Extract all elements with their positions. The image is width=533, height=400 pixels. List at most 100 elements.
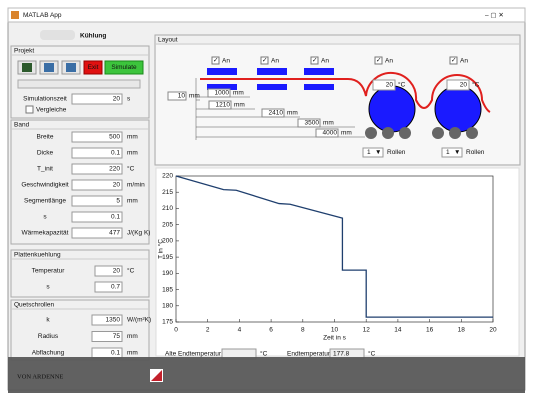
x-tick-label: 2: [206, 327, 210, 334]
cooling-plate: [207, 84, 237, 90]
input-box[interactable]: [71, 195, 123, 207]
dim-box: [261, 108, 285, 118]
input-value: 0.7: [111, 284, 120, 291]
input-box[interactable]: [71, 131, 123, 143]
input-value: 20: [460, 82, 468, 89]
field-unit: W/(m²K): [127, 317, 151, 324]
dim-box: [315, 128, 339, 138]
input-box[interactable]: [71, 93, 123, 105]
input-box[interactable]: [71, 227, 123, 239]
y-tick-label: 200: [162, 238, 173, 245]
field-label: k: [46, 317, 50, 324]
input-box[interactable]: [372, 79, 396, 91]
result-label: Endtemperatur: [287, 351, 331, 358]
checkbox-label: An: [460, 58, 468, 65]
check: ✓: [213, 57, 218, 64]
simulate-button[interactable]: [104, 60, 144, 75]
dropdown[interactable]: [362, 147, 384, 158]
checkbox[interactable]: [449, 56, 458, 65]
x-axis-label: Zeit in s: [323, 335, 347, 342]
input-box[interactable]: [446, 79, 470, 91]
y-tick-label: 205: [162, 221, 173, 228]
input-value: 500: [109, 134, 120, 141]
field-unit: °C: [472, 81, 480, 89]
dropdown-value: 1: [367, 149, 371, 156]
support-roller: [365, 127, 377, 139]
x-tick-label: 20: [489, 327, 497, 334]
check: ✓: [312, 57, 317, 64]
field-unit: m/min: [127, 182, 145, 189]
exit-label: Exit: [88, 64, 99, 71]
dim-box: [297, 118, 321, 128]
input-value: 220: [109, 166, 120, 173]
window-controls[interactable]: – ▢ ✕: [485, 12, 504, 19]
input-box[interactable]: [94, 281, 123, 293]
dim-value: 1000: [215, 90, 230, 97]
cooling-plate: [207, 68, 237, 75]
x-tick-label: 16: [426, 327, 434, 334]
input-value: 20: [386, 82, 394, 89]
input-box[interactable]: [71, 211, 123, 223]
panel: [10, 249, 150, 298]
field-unit: mm: [127, 333, 138, 340]
dim-value: 1210: [216, 102, 231, 109]
input-box[interactable]: [91, 331, 123, 342]
dropdown-value: 1: [446, 149, 450, 156]
input-value: 0.1: [111, 350, 120, 357]
checkbox[interactable]: [310, 56, 319, 65]
field-label: Radius: [38, 333, 59, 340]
support-roller: [466, 127, 478, 139]
input-value: 20: [113, 268, 121, 275]
field-unit: mm: [127, 198, 138, 205]
input-box[interactable]: [94, 265, 123, 277]
button-icon: [44, 63, 54, 72]
field-label: s: [43, 214, 47, 221]
dim-unit: mm: [287, 110, 298, 117]
roller: [434, 85, 482, 133]
field-label: T_init: [37, 166, 53, 173]
input-box[interactable]: [71, 179, 123, 191]
panel: [10, 299, 150, 361]
checkbox[interactable]: [374, 56, 383, 65]
checkbox-label: An: [222, 58, 230, 65]
checkbox[interactable]: [25, 105, 34, 114]
cooling-plate: [304, 68, 334, 75]
input-box[interactable]: [71, 163, 123, 175]
dim-unit: mm: [323, 120, 334, 127]
field-unit: mm: [127, 350, 138, 357]
field-unit: J/(Kg K): [127, 230, 150, 237]
field-label: Simulationszeit: [23, 96, 67, 103]
input-value: 75: [113, 333, 121, 340]
dim-box: [207, 88, 231, 98]
dropdown[interactable]: [441, 147, 463, 158]
x-tick-label: 0: [174, 327, 178, 334]
field-unit: °C: [368, 350, 376, 358]
panel-title: Quetschrollen: [14, 302, 54, 309]
dim-value: 10: [178, 93, 186, 100]
x-tick-label: 14: [394, 327, 402, 334]
input-box[interactable]: [91, 314, 123, 326]
panel-title: Band: [14, 122, 30, 129]
support-roller: [432, 127, 444, 139]
dim-box: [167, 91, 187, 101]
simulate-label: Simulate: [111, 64, 137, 71]
checkbox[interactable]: [260, 56, 269, 65]
plot-frame: [175, 175, 494, 323]
result-label: Alte Endtemperatur: [165, 351, 222, 358]
input-value: 1350: [106, 317, 121, 324]
checkbox-label: An: [385, 58, 393, 65]
checkbox[interactable]: [211, 56, 220, 65]
input-value: 477: [109, 230, 120, 237]
input-value: 5: [116, 198, 120, 205]
strip: [200, 71, 491, 113]
support-roller: [449, 127, 461, 139]
input-box[interactable]: [71, 147, 123, 159]
exit-button[interactable]: [83, 60, 103, 75]
panel-title: Layout: [158, 37, 178, 44]
dim-value: 4000: [323, 130, 338, 137]
dim-box: [208, 100, 232, 110]
field-label: Segmentlänge: [24, 198, 66, 205]
field-label: Breite: [37, 134, 54, 141]
line-series: [175, 175, 493, 318]
